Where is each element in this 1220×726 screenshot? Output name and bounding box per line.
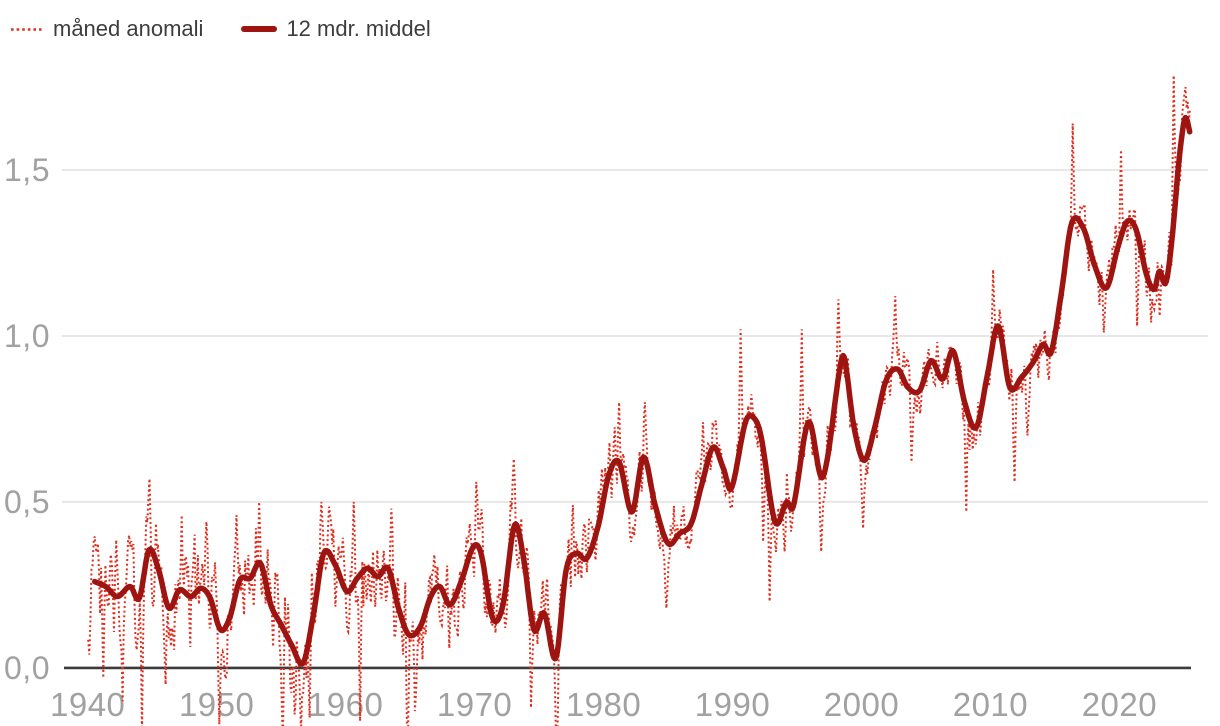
x-tick-label: 2010 bbox=[953, 686, 1028, 723]
legend: måned anomali 12 mdr. middel bbox=[10, 16, 431, 42]
monthly-anomaly-line bbox=[87, 75, 1191, 726]
x-tick-label: 1940 bbox=[50, 686, 125, 723]
x-tick-label: 1980 bbox=[566, 686, 641, 723]
legend-item-12-month-mean: 12 mdr. middel bbox=[241, 16, 431, 42]
legend-label-monthly: måned anomali bbox=[53, 16, 204, 41]
legend-label-mean: 12 mdr. middel bbox=[286, 16, 431, 41]
y-tick-label: 1,5 bbox=[4, 152, 50, 188]
legend-item-monthly-anomaly: måned anomali bbox=[10, 16, 203, 42]
dotted-line-swatch bbox=[11, 27, 43, 31]
y-tick-label: 0,0 bbox=[4, 650, 50, 686]
solid-line-swatch bbox=[241, 25, 278, 33]
twelve-month-mean-line bbox=[92, 114, 1193, 667]
x-tick-label: 1990 bbox=[695, 686, 770, 723]
x-tick-label: 1970 bbox=[437, 686, 512, 723]
y-tick-label: 1,0 bbox=[4, 318, 50, 354]
x-tick-label: 1960 bbox=[308, 686, 383, 723]
x-tick-label: 2020 bbox=[1082, 686, 1157, 723]
y-tick-label: 0,5 bbox=[4, 484, 50, 520]
x-tick-label: 2000 bbox=[824, 686, 899, 723]
x-tick-label: 1950 bbox=[179, 686, 254, 723]
